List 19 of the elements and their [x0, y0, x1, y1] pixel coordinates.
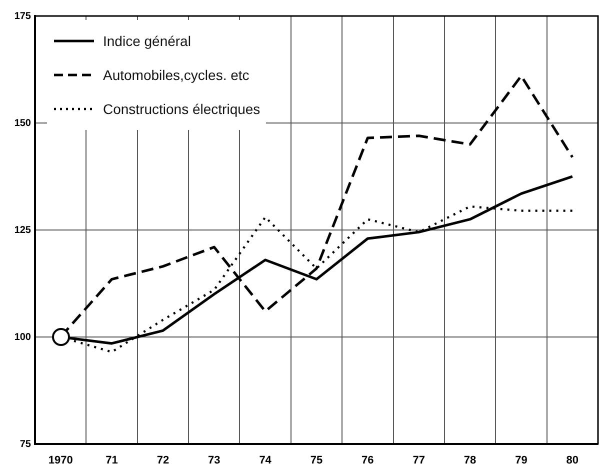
- legend-label: Indice général: [103, 33, 191, 49]
- x-tick-label: 79: [515, 454, 528, 467]
- y-tick-label: 75: [20, 438, 32, 450]
- x-tick-label: 75: [310, 454, 323, 467]
- x-tick-label: 80: [566, 454, 579, 467]
- y-tick-label: 150: [14, 118, 32, 129]
- y-tick-label: 100: [14, 332, 32, 343]
- x-tick-label: 76: [362, 454, 374, 467]
- x-tick-label: 78: [464, 454, 476, 467]
- legend-label: Automobiles,cycles. etc: [103, 67, 250, 83]
- x-tick-label: 77: [412, 454, 425, 467]
- legend-label: Constructions électriques: [103, 101, 260, 117]
- x-tick-label: 74: [259, 454, 272, 467]
- x-tick-label: 73: [208, 454, 220, 467]
- x-tick-label: 1970: [48, 454, 73, 467]
- x-tick-label: 71: [106, 454, 118, 467]
- y-tick-label: 125: [14, 224, 32, 236]
- x-tick-label: 72: [156, 454, 170, 467]
- y-tick-label: 175: [14, 10, 32, 22]
